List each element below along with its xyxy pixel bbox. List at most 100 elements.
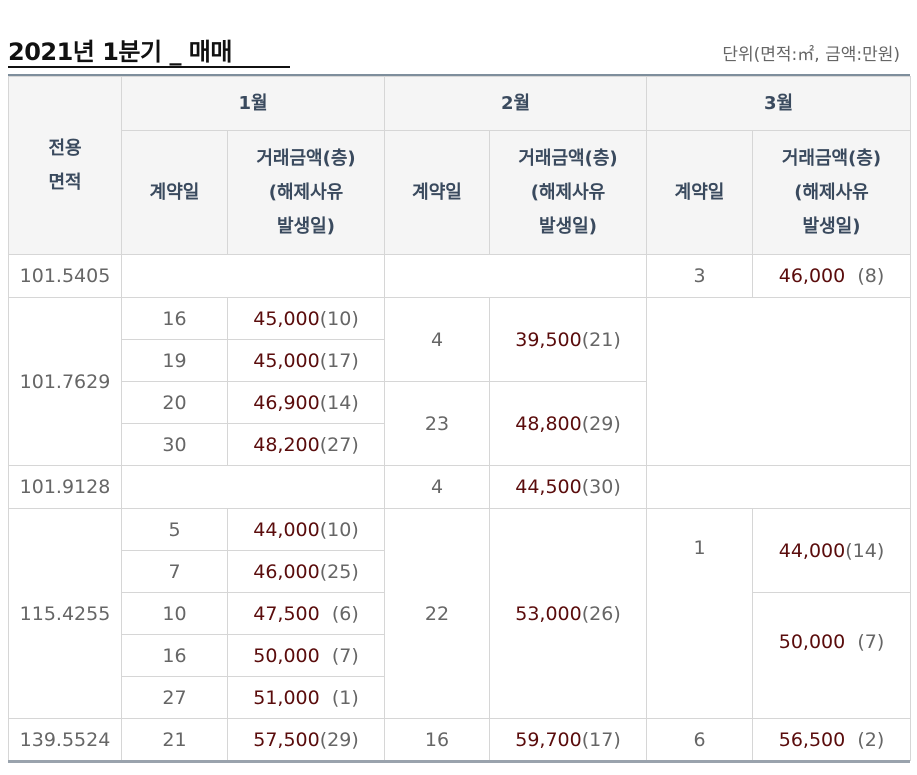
table-row: 19 45,000(17): [9, 339, 911, 382]
amount-header: 거래금액(층) (해제사유 발생일): [752, 130, 911, 255]
amount-cell: 57,500(29): [227, 718, 385, 761]
table-row: 16 50,000 (7): [9, 634, 911, 677]
amount-cell: 39,500(21): [489, 297, 647, 382]
table-row: 115.4255 5 44,000(10) 22 53,000(26) 1 44…: [8, 508, 911, 719]
amount-cell: 48,800(29): [489, 381, 647, 466]
area-cell: 139.5524: [8, 718, 122, 761]
day-cell: 16: [121, 634, 228, 677]
floor-value: (17): [581, 728, 621, 751]
empty-cell: [384, 254, 647, 298]
amount-cell: 46,000(25): [227, 550, 385, 593]
table-row: 30 48,200(27): [9, 423, 911, 466]
day-cell: 21: [121, 718, 228, 761]
amount-cell: 59,700(17): [489, 718, 647, 761]
floor-value: (10): [319, 307, 359, 330]
price-value: 47,500: [253, 602, 320, 625]
floor-value: (30): [581, 476, 621, 498]
floor-value: (7): [857, 631, 885, 653]
table-top-border: [8, 74, 910, 76]
price-value: 44,500: [515, 476, 582, 498]
price-value: 50,000: [253, 644, 320, 667]
empty-cell: [121, 254, 385, 298]
month-header-3: 3월: [646, 76, 911, 131]
area-cell: 101.7629: [8, 297, 122, 466]
day-header: 계약일: [646, 130, 753, 255]
table-row: 101.9128 4 44,500(30): [8, 465, 911, 509]
price-value: 45,000: [253, 349, 320, 372]
day-cell: 1: [646, 508, 753, 719]
empty-cell: [646, 297, 911, 466]
floor-value: (14): [845, 539, 885, 562]
page-title: 2021년 1분기 _ 매매: [8, 38, 232, 66]
area-header: 전용 면적: [8, 76, 122, 255]
page-header: 2021년 1분기 _ 매매 단위(면적:㎡, 금액:만원): [8, 30, 908, 70]
table-row: 10 47,500 (6) 50,000 (7): [9, 592, 911, 719]
price-value: 53,000: [515, 602, 582, 625]
table-row: 7 46,000(25): [9, 550, 911, 593]
month-header-2: 2월: [384, 76, 647, 131]
floor-value: (26): [581, 602, 621, 625]
day-cell: 20: [121, 381, 228, 424]
floor-value: (6): [331, 602, 359, 625]
amount-cell: 44,000(10): [227, 508, 385, 551]
unit-note: 단위(면적:㎡, 금액:만원): [722, 45, 900, 65]
amount-cell: 45,000(10): [227, 297, 385, 340]
table-row: 101.5405 3 46,000 (8): [8, 254, 911, 298]
price-value: 57,500: [253, 728, 320, 751]
title-underline: [8, 66, 290, 68]
price-value: 46,000: [253, 560, 320, 583]
day-cell: 19: [121, 339, 228, 382]
price-value: 51,000: [253, 686, 320, 709]
day-header: 계약일: [384, 130, 490, 255]
amount-cell: 56,500 (2): [752, 718, 911, 761]
day-cell: 6: [646, 718, 753, 761]
price-value: 48,200: [253, 433, 320, 456]
price-value: 48,800: [515, 412, 582, 435]
floor-value: (29): [581, 412, 621, 435]
area-cell: 101.5405: [8, 254, 122, 298]
amount-cell: 48,200(27): [227, 423, 385, 466]
amount-cell: 46,900(14): [227, 381, 385, 424]
amount-cell: 47,500 (6): [227, 592, 385, 635]
day-cell: 4: [384, 297, 490, 382]
floor-value: (27): [319, 433, 359, 456]
day-cell: 27: [121, 676, 228, 719]
day-cell: 30: [121, 423, 228, 466]
day-cell: 23: [384, 381, 490, 466]
table-row: 20 46,900(14) 23 48,800(29): [9, 381, 911, 466]
day-cell: 10: [121, 592, 228, 635]
floor-value: (17): [319, 349, 359, 372]
day-cell: 3: [646, 254, 753, 298]
amount-cell: 45,000(17): [227, 339, 385, 382]
price-value: 44,000: [253, 518, 320, 541]
floor-value: (29): [319, 728, 359, 751]
day-cell: 4: [384, 465, 490, 509]
day-cell: 16: [121, 297, 228, 340]
floor-value: (10): [319, 518, 359, 541]
month-header-row: 전용 면적 1월 2월 3월: [8, 76, 911, 255]
floor-value: (1): [331, 686, 359, 709]
floor-value: (25): [319, 560, 359, 583]
amount-header: 거래금액(층) (해제사유 발생일): [489, 130, 647, 255]
amount-cell: 50,000 (7): [752, 592, 911, 719]
table-row: 27 51,000 (1): [9, 676, 911, 719]
day-cell: 22: [384, 508, 490, 719]
price-value: 46,000: [778, 265, 846, 287]
floor-value: (2): [857, 728, 885, 751]
amount-cell: 44,000(14): [752, 508, 911, 593]
floor-value: (8): [857, 265, 885, 287]
price-value: 50,000: [778, 631, 846, 653]
day-header: 계약일: [121, 130, 228, 255]
day-cell: 5: [121, 508, 228, 551]
floor-value: (21): [581, 328, 621, 351]
area-cell: 101.9128: [8, 465, 122, 509]
empty-cell: [121, 465, 385, 509]
price-value: 46,900: [253, 391, 320, 414]
table-row: 139.5524 21 57,500(29) 16 59,700(17) 6 5…: [8, 718, 911, 761]
amount-cell: 53,000(26): [489, 508, 647, 719]
price-value: 59,700: [515, 728, 582, 751]
day-cell: 7: [121, 550, 228, 593]
floor-value: (14): [319, 391, 359, 414]
empty-cell: [646, 465, 911, 509]
transaction-table: 전용 면적 1월 2월 3월 계약일 거래금액(층) (해제사유 발생일) 계약…: [8, 76, 911, 761]
